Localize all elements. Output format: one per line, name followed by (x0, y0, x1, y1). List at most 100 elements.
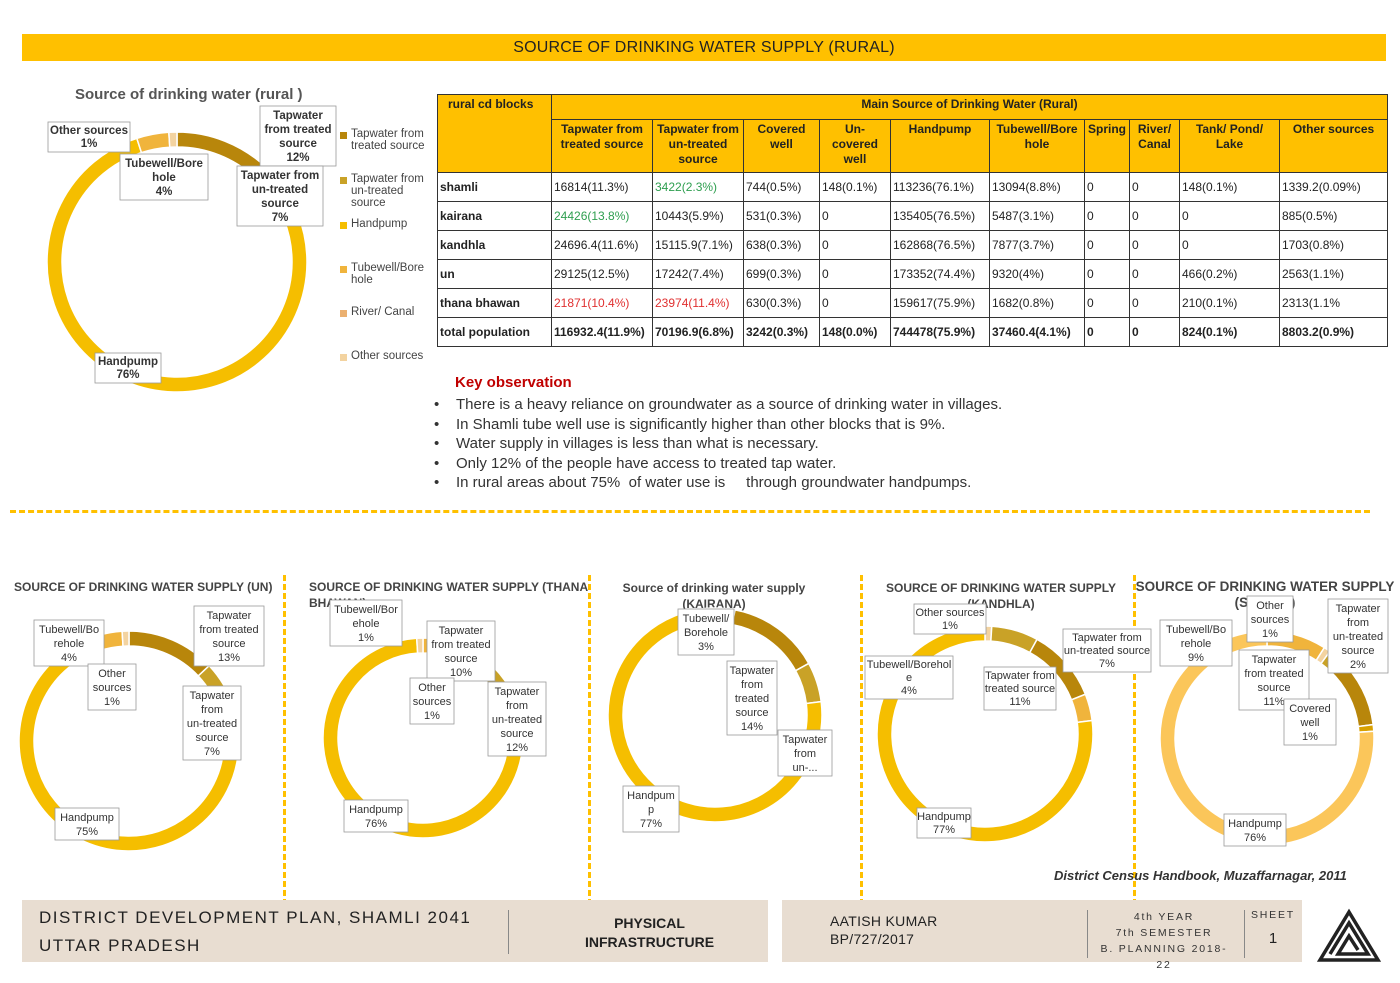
table-cell: 23974(11.4%) (652, 288, 744, 318)
table-cell: 3422(2.3%) (652, 172, 744, 202)
data-label: Other (98, 668, 126, 680)
data-label-box (1159, 619, 1233, 667)
table-cell: 824(0.1%) (1179, 317, 1280, 347)
data-label: 7% (272, 212, 289, 224)
data-label-box (1327, 598, 1389, 674)
table-cell: 0 (1084, 288, 1130, 318)
data-label-box (1062, 628, 1152, 673)
table-cell: 885(0.5%) (1279, 201, 1388, 231)
row-label: shamli (437, 172, 552, 202)
data-label-box (622, 785, 680, 833)
roll-number: BP/727/2017 (830, 931, 915, 947)
table-cell: 1682(0.8%) (989, 288, 1085, 318)
row-label: kairana (437, 201, 552, 231)
data-label: 7% (204, 746, 220, 758)
course-program: B. PLANNING 2018-22 (1100, 943, 1228, 971)
data-label: 11% (1263, 696, 1284, 708)
data-label: 7% (1099, 658, 1115, 670)
data-label: Tapwater (730, 665, 775, 677)
table-cell: 1339.2(0.09%) (1279, 172, 1388, 202)
table-cell: 70196.9(6.8%) (652, 317, 744, 347)
data-label: 76% (365, 818, 387, 830)
donut-slice (1070, 693, 1093, 724)
donut-slice (990, 625, 1039, 654)
data-label: Tapwater (1336, 603, 1381, 615)
table-cell: 162868(76.5%) (890, 230, 990, 260)
data-label-box (236, 165, 324, 227)
legend-item: Tapwater from treated source (340, 128, 439, 152)
table-cell: 2313(1.1% (1279, 288, 1388, 318)
table-cell: 37460.4(4.1%) (989, 317, 1085, 347)
data-label-box (983, 666, 1057, 711)
table-column-header: Covered well (743, 119, 820, 173)
legend-swatch (340, 266, 347, 273)
footer-author-block: AATISH KUMAR BP/727/2017 4th YEAR 7th SE… (782, 900, 1302, 971)
data-label: p (648, 804, 654, 816)
data-label-box (343, 799, 409, 833)
main-chart-title: Source of drinking water (rural ) (75, 86, 303, 103)
table-cell: 173352(74.4%) (890, 259, 990, 289)
observation-item: Only 12% of the people have access to tr… (434, 454, 1002, 474)
table-cell: 466(0.2%) (1179, 259, 1280, 289)
data-label-box (1283, 698, 1337, 746)
course-semester: 7th SEMESTER (1115, 927, 1213, 939)
data-label: Tapwater (207, 610, 252, 622)
data-label: source (1341, 645, 1374, 657)
section-divider (10, 510, 1370, 513)
data-label: 1% (1262, 628, 1278, 640)
table-row: un 29125(12.5%) 17242(7.4%) 699(0.3%) 0 17335… (437, 259, 1388, 289)
data-label: 1% (1302, 731, 1318, 743)
data-label: 1% (942, 620, 958, 632)
section-line: PHYSICAL (614, 915, 685, 931)
data-label: from (1347, 617, 1369, 629)
data-label: 77% (640, 818, 662, 830)
table-row: shamli 16814(11.3%) 3422(2.3%) 744(0.5%) 148… (437, 172, 1388, 202)
row-label: un (437, 259, 552, 289)
table-cell: 148(0.1%) (819, 172, 891, 202)
data-label: Tubewell/Bo (39, 624, 99, 636)
donut-slice (135, 131, 171, 154)
legend-label: River/ Canal (351, 306, 415, 318)
observation-item: In Shamli tube well use is significantly… (434, 415, 1002, 435)
data-label: from treated (1244, 668, 1303, 680)
legend-item: Handpump (340, 218, 439, 230)
table-cell: 24696.4(11.6%) (551, 230, 653, 260)
data-label: 1% (81, 138, 98, 150)
data-label: sources (1251, 614, 1290, 626)
data-label: treated (735, 693, 769, 705)
data-label: 13% (218, 652, 240, 664)
table-column-header: Tapwater from un-treated source (652, 119, 744, 173)
data-label-box (119, 153, 209, 201)
data-label: sources (93, 682, 132, 694)
un-donut: Tapwater from treated source 13% Tubewell/Bo… (18, 605, 265, 852)
data-label-box (677, 608, 735, 656)
table-column-header: Other sources (1279, 119, 1388, 173)
legend-item: Tubewell/Bore hole (340, 262, 439, 286)
data-label: Tapwater (783, 734, 828, 746)
data-label: treated source (985, 683, 1055, 695)
data-label: un-treated (187, 718, 237, 730)
table-cell: 9320(4%) (989, 259, 1085, 289)
data-label: 11% (1009, 696, 1030, 708)
main-legend: Tapwater from treated source Tapwater fro… (340, 128, 440, 368)
data-label: Handpump (349, 804, 403, 816)
table-cell: 0 (1084, 259, 1130, 289)
table-column-header: Spring (1084, 119, 1130, 173)
column-divider (860, 575, 863, 905)
data-label: 14% (741, 721, 763, 733)
data-label: from treated (264, 124, 331, 136)
table-cell: 8803.2(0.9%) (1279, 317, 1388, 347)
table-corner-header: rural cd blocks (437, 94, 552, 173)
data-label: 12% (286, 152, 309, 164)
data-label: ehole (353, 618, 380, 630)
data-label-box (33, 619, 105, 667)
data-label-box (409, 677, 455, 725)
footer-divider (508, 910, 509, 954)
table-cell: 0 (1129, 230, 1180, 260)
legend-label: Handpump (351, 218, 408, 230)
data-label: un-treated (492, 714, 542, 726)
donut-slice (794, 662, 822, 705)
data-label: 2% (1350, 659, 1366, 671)
block-donut-charts: SOURCE OF DRINKING WATER SUPPLY (UN) Tapw… (14, 579, 1394, 852)
legend-swatch (340, 177, 347, 184)
